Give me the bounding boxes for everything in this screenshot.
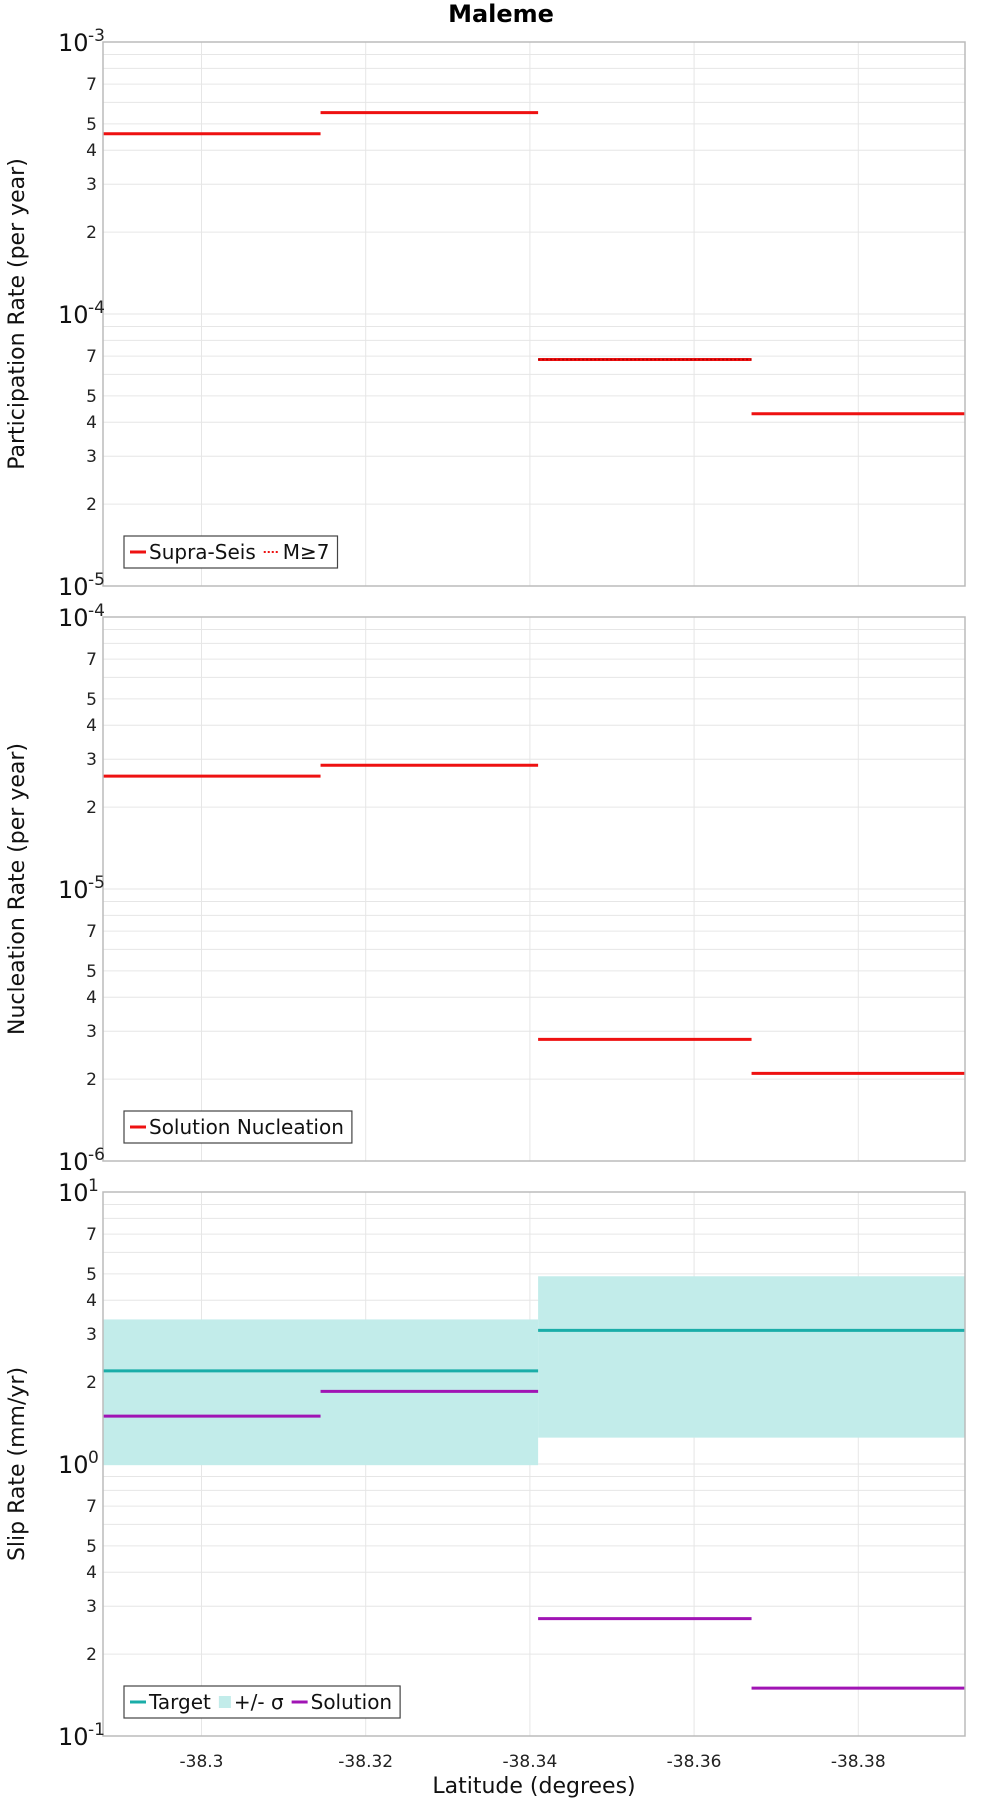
legend: Solution Nucleation [123, 1110, 353, 1144]
y-decade-label: 10 [58, 301, 89, 329]
y-tick-label: 5 [86, 962, 97, 982]
legend-box [123, 1685, 401, 1719]
plot-frame [102, 41, 966, 587]
y-tick-label: 2 [86, 1070, 97, 1090]
y-tick-label: 4 [86, 141, 97, 161]
y-tick-label: 7 [86, 922, 97, 942]
grid-lines [103, 617, 965, 1162]
y-tick-label: 3 [86, 175, 97, 195]
y-tick-label: 7 [86, 347, 97, 367]
y-decade-exponent: -3 [88, 26, 105, 46]
y-decade-label: 10 [58, 1148, 89, 1176]
y-tick-label: 2 [86, 1645, 97, 1665]
y-tick-label: 2 [86, 495, 97, 515]
y-decade-label: 10 [58, 1723, 89, 1751]
y-axis-label: Participation Rate (per year) [5, 158, 30, 470]
x-axis-label: Latitude (degrees) [432, 1774, 635, 1799]
y-tick-label: 5 [86, 387, 97, 407]
y-axis-label: Slip Rate (mm/yr) [5, 1367, 30, 1561]
y-tick-label: 2 [86, 1373, 97, 1393]
x-tick-label: -38.34 [502, 1752, 557, 1772]
y-decade-exponent: -4 [88, 298, 105, 318]
y-decade-exponent: -4 [88, 601, 105, 621]
y-tick-label: 5 [86, 690, 97, 710]
legend-label: Supra-Seis [149, 540, 256, 564]
y-decade-exponent: -5 [88, 873, 105, 893]
y-tick-label: 3 [86, 1325, 97, 1345]
legend-label: Target [148, 1690, 211, 1714]
y-tick-label: 7 [86, 75, 97, 95]
plot-frame [102, 1191, 966, 1737]
legend: Supra-Seis M≥7 [123, 535, 339, 569]
y-decade-label: 10 [58, 1451, 89, 1479]
y-tick-label: 2 [86, 223, 97, 243]
legend-key- [218, 1696, 231, 1708]
y-tick-label: 4 [86, 988, 97, 1008]
legend-label: +/- σ [234, 1690, 284, 1714]
x-tick-label: -38.32 [338, 1752, 393, 1772]
y-tick-label: 4 [86, 413, 97, 433]
y-axis-label: Nucleation Rate (per year) [5, 743, 30, 1035]
chart-title: Maleme [448, 0, 554, 28]
y-decade-exponent: -5 [88, 570, 105, 590]
y-tick-label: 7 [86, 1497, 97, 1517]
y-decade-exponent: 1 [88, 1176, 99, 1196]
y-tick-label: 5 [86, 1537, 97, 1557]
y-tick-label: 5 [86, 1265, 97, 1285]
y-tick-label: 3 [86, 750, 97, 770]
sigma-band [538, 1276, 965, 1438]
y-tick-label: 3 [86, 1597, 97, 1617]
plot-frame [102, 616, 966, 1162]
y-tick-label: 3 [86, 447, 97, 467]
legend-label: M≥7 [283, 540, 330, 564]
y-decade-exponent: -6 [88, 1145, 105, 1165]
y-tick-label: 7 [86, 650, 97, 670]
legend-box [123, 1110, 353, 1144]
legend-label: Solution Nucleation [149, 1115, 344, 1139]
x-tick-label: -38.3 [180, 1752, 224, 1772]
y-decade-exponent: 0 [88, 1448, 99, 1468]
y-decade-label: 10 [58, 573, 89, 601]
y-tick-label: 4 [86, 716, 97, 736]
x-tick-label: -38.36 [667, 1752, 722, 1772]
y-tick-label: 2 [86, 798, 97, 818]
y-tick-label: 3 [86, 1022, 97, 1042]
y-decade-label: 10 [58, 604, 89, 632]
x-tick-label: -38.38 [831, 1752, 886, 1772]
y-decade-label: 10 [58, 29, 89, 57]
y-decade-label: 10 [58, 876, 89, 904]
y-tick-label: 5 [86, 115, 97, 135]
x-tick-labels: -38.3 -38.32 -38.34 -38.36 -38.38 [180, 1752, 886, 1772]
legend-box [123, 535, 339, 569]
legend: Target +/- σ Solution [123, 1685, 401, 1719]
y-tick-label: 4 [86, 1291, 97, 1311]
y-decade-exponent: -1 [88, 1720, 105, 1740]
y-decade-label: 10 [58, 1179, 89, 1207]
legend-label: Solution [311, 1690, 392, 1714]
y-tick-label: 4 [86, 1563, 97, 1583]
grid-lines [103, 42, 965, 587]
y-tick-label: 7 [86, 1225, 97, 1245]
